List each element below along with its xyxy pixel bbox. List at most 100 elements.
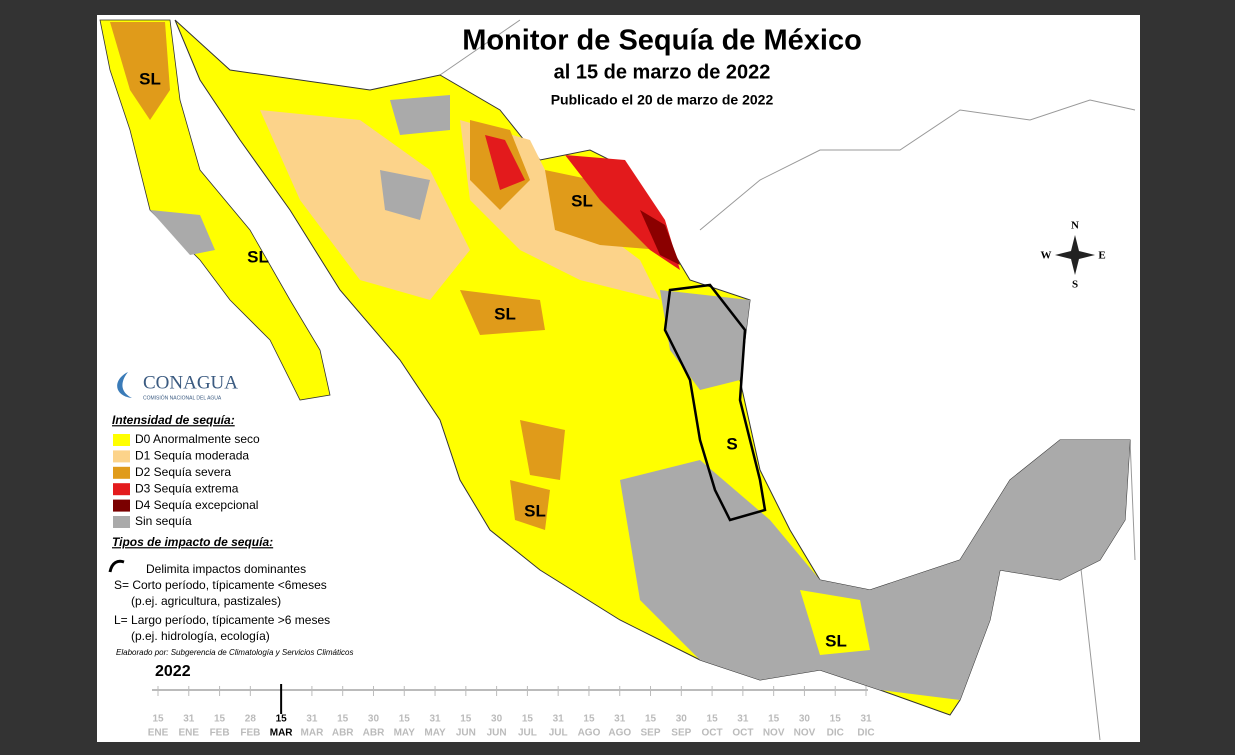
map-label: SL [139,69,161,88]
timeline-day: 15 [768,714,780,725]
impact-line: (p.ej. hidrología, ecología) [131,629,270,643]
legend-label: D0 Anormalmente seco [135,432,260,446]
map-label: SL [571,191,593,210]
impacts-title: Tipos de impacto de sequía: [112,535,273,549]
timeline-day: 15 [460,714,472,725]
compass-rose [1055,235,1095,275]
region-d4 [640,210,680,265]
timeline-month: DIC [857,728,874,739]
region-d0 [800,590,870,655]
legend-label: D1 Sequía moderada [135,449,249,463]
timeline-month: JUL [549,728,568,739]
legend-label: D2 Sequía severa [135,465,231,479]
timeline-day: 31 [553,714,565,725]
timeline-month: JUL [518,728,537,739]
timeline-month: AGO [578,728,601,739]
legend-swatch [113,434,130,446]
timeline-month: OCT [702,728,723,739]
timeline-month: SEP [671,728,691,739]
timeline-month: NOV [794,728,816,739]
timeline-month: MAY [394,728,416,739]
compass-letter: N [1071,220,1079,232]
timeline-day: 15 [214,714,226,725]
timeline-day: 31 [860,714,872,725]
region-none [150,210,215,255]
region-d2 [110,22,170,120]
legend-label: D4 Sequía excepcional [135,498,258,512]
timeline-month: MAR [301,728,325,739]
timeline-month: NOV [763,728,785,739]
region-d3 [485,135,525,190]
timeline-day: 15 [152,714,164,725]
title: Monitor de Sequía de México [462,25,862,57]
logo-icon [117,372,132,398]
agency-sub: COMISIÓN NACIONAL DEL AGUA [143,394,222,401]
credit: Elaborado por: Subgerencia de Climatolog… [116,648,353,657]
map-label: S [726,434,737,453]
timeline-month: ENE [179,728,200,739]
map-label: SL [247,247,269,266]
timeline-month: MAR [270,728,294,739]
timeline-day: 28 [245,714,257,725]
region-none [390,95,450,135]
year: 2022 [155,663,191,680]
map-labels: SL SL SL SL SL SL SL S [139,69,847,650]
impact-symbol [108,559,125,573]
map-label: SL [524,501,546,520]
compass-letter: W [1041,250,1052,262]
timeline-day: 30 [799,714,811,725]
compass-letter: E [1098,250,1105,262]
impact-line: S= Corto período, típicamente <6meses [114,578,327,592]
impact-line: L= Largo período, típicamente >6 meses [114,613,330,627]
legend-label: D3 Sequía extrema [135,481,239,495]
compass-letter: S [1072,279,1078,291]
timeline-day: 30 [491,714,503,725]
region-d1 [260,110,470,300]
region-d2 [460,290,545,335]
legend-swatch [113,516,130,528]
legend: D0 Anormalmente seco D1 Sequía moderada D2… [113,432,260,528]
agency: CONAGUA [143,372,238,393]
logo: CONAGUA COMISIÓN NACIONAL DEL AGUA [117,372,238,401]
timeline-day: 31 [306,714,318,725]
timeline-month: FEB [210,728,230,739]
region-none [620,440,1130,700]
timeline-day: 15 [276,714,288,725]
region-none [380,170,430,220]
timeline-month: AGO [608,728,631,739]
timeline-day: 30 [368,714,380,725]
timeline: 15 ENE 31 ENE 15 FEB 28 FEB 15 MAR 31 MAR 15 ABR 30 ABR… [148,684,875,739]
timeline-day: 15 [337,714,349,725]
map-label: SL [494,304,516,323]
legend-swatch [113,466,130,479]
timeline-day: 15 [830,714,842,725]
legend-swatch [113,499,130,512]
region-d2 [510,480,550,530]
legend-swatch [113,483,130,496]
timeline-day: 15 [583,714,595,725]
map-label: SL [825,631,847,650]
legend-swatch [113,450,130,463]
timeline-month: OCT [732,728,753,739]
compass: N E S W [1041,220,1106,291]
timeline-day: 15 [707,714,719,725]
timeline-day: 15 [522,714,534,725]
timeline-day: 31 [614,714,626,725]
timeline-day: 31 [429,714,441,725]
timeline-month: ENE [148,728,169,739]
timeline-month: FEB [240,728,260,739]
subtitle: al 15 de marzo de 2022 [554,61,771,83]
timeline-month: ABR [332,728,354,739]
region-baja [99,19,331,401]
timeline-day: 15 [399,714,411,725]
timeline-month: DIC [827,728,844,739]
timeline-month: ABR [363,728,385,739]
region-d3 [565,155,680,270]
legend-label: Sin sequía [135,514,192,528]
legend-title: Intensidad de sequía: [112,413,235,427]
timeline-month: JUN [487,728,507,739]
timeline-day: 31 [183,714,195,725]
timeline-month: MAY [424,728,446,739]
